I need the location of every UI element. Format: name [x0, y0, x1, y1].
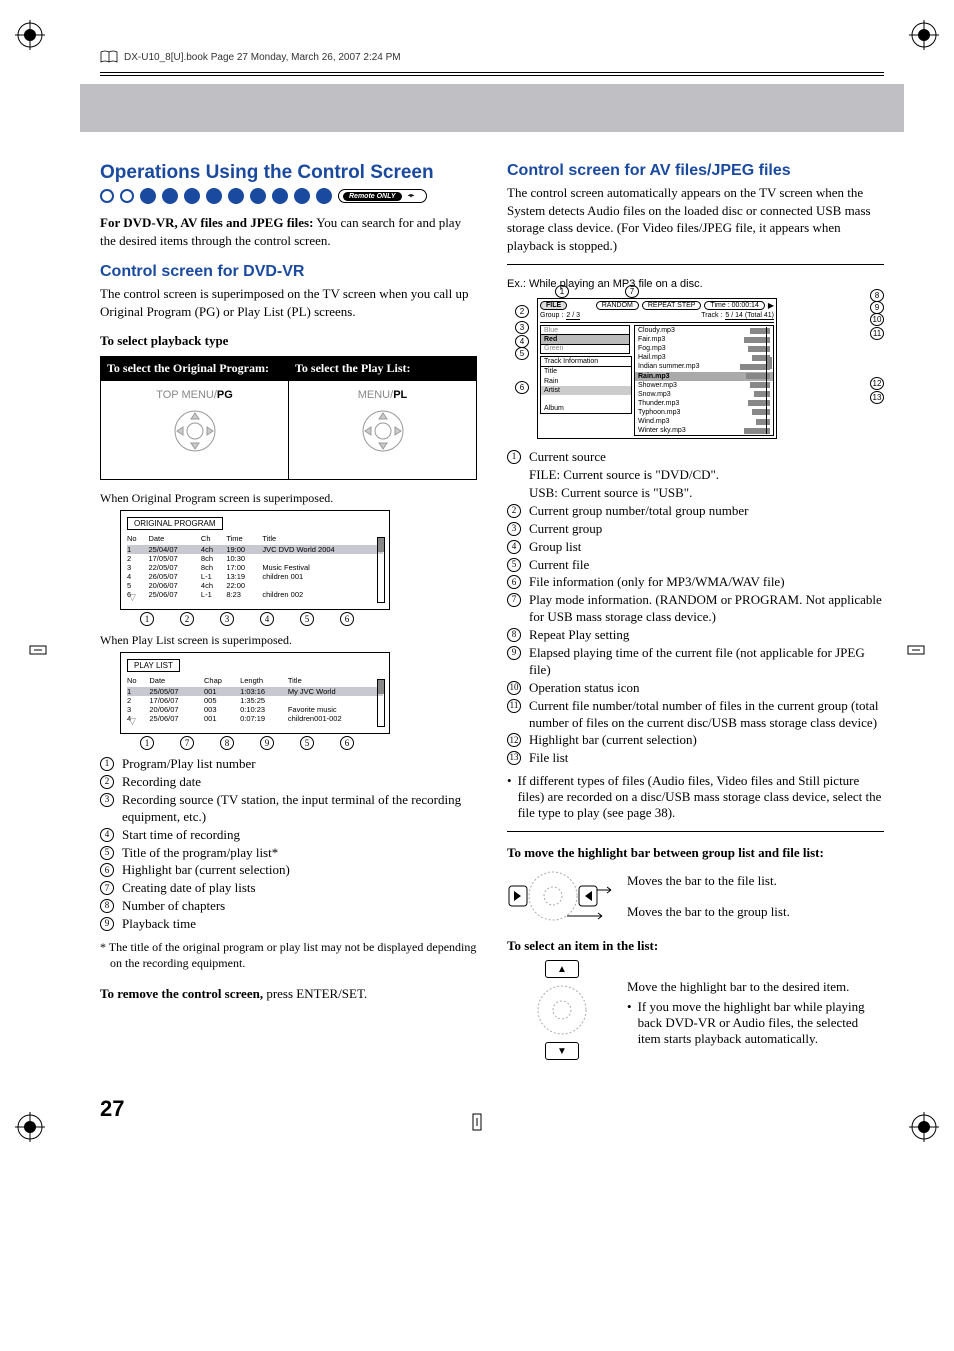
footnote: * The title of the original program or p…	[100, 939, 477, 971]
up-button-icon: ▲	[545, 960, 579, 978]
table-cell: TOP MENU/PG	[101, 380, 289, 479]
select-playback-table: To select the Original Program: To selec…	[100, 356, 477, 480]
group-list: BlueRedGreen	[540, 325, 630, 354]
banner	[80, 84, 904, 132]
left-column: Operations Using the Control Screen Remo…	[100, 162, 477, 1066]
page-number: 27	[100, 1096, 884, 1122]
legend-list: 1Program/Play list number2Recording date…	[100, 756, 477, 933]
header-text: DX-U10_8[U].book Page 27 Monday, March 2…	[124, 52, 401, 63]
move-file-text: Moves the bar to the file list.	[627, 872, 884, 890]
legend-list: 1Current sourceFILE: Current source is "…	[507, 449, 884, 767]
right-column: Control screen for AV files/JPEG files T…	[507, 162, 884, 1066]
section-title: Operations Using the Control Screen	[100, 162, 477, 184]
table-header: To select the Original Program:	[101, 356, 289, 380]
caption: When Play List screen is superimposed.	[100, 632, 477, 648]
time-pill: Time : 00:00:14	[704, 301, 764, 310]
down-arrow-icon: ▽	[129, 716, 136, 727]
sub-title: Control screen for DVD-VR	[100, 263, 477, 281]
remove-instruction: To remove the control screen, press ENTE…	[100, 985, 477, 1003]
scrollbar	[377, 537, 385, 603]
playback-heading: To select playback type	[100, 332, 477, 350]
dots-decoration: Remote ONLY	[100, 188, 477, 204]
play-icon: ▶	[768, 301, 774, 310]
osd-title: PLAY LIST	[127, 659, 180, 672]
move-heading: To move the highlight bar between group …	[507, 844, 884, 862]
table-cell: MENU/PL	[289, 380, 477, 479]
bullet-note: • If you move the highlight bar while pl…	[627, 999, 884, 1047]
original-program-screen: ORIGINAL PROGRAM NoDateChTimeTitle125/04…	[120, 510, 390, 610]
select-item-diagram: ▲ ▼ Move the highlight bar to the desire…	[507, 960, 884, 1060]
table-header: To select the Play List:	[289, 356, 477, 380]
dpad-icon	[534, 982, 590, 1038]
move-bar-diagram: Moves the bar to the file list. Moves th…	[507, 868, 884, 925]
scrollbar	[766, 327, 772, 434]
select-heading: To select an item in the list:	[507, 937, 884, 955]
random-pill: RANDOM	[596, 301, 639, 310]
file-list: Cloudy.mp3Fair.mp3Fog.mp3Hail.mp3Indian …	[634, 325, 774, 436]
down-arrow-icon: ▽	[129, 592, 136, 603]
sub-title: Control screen for AV files/JPEG files	[507, 162, 884, 180]
dpad-icon	[171, 407, 219, 455]
caption: When Original Program screen is superimp…	[100, 490, 477, 506]
page-header: DX-U10_8[U].book Page 27 Monday, March 2…	[100, 50, 884, 64]
play-list-screen: PLAY LIST NoDateChapLengthTitle125/05/07…	[120, 652, 390, 734]
osd-title: ORIGINAL PROGRAM	[127, 517, 223, 530]
select-text: Move the highlight bar to the desired it…	[627, 978, 884, 996]
bullet-note: • If different types of files (Audio fil…	[507, 773, 884, 821]
callout-row: 123456	[140, 612, 477, 626]
divider	[100, 72, 884, 76]
callout-row: 178956	[140, 736, 477, 750]
file-pill: FILE	[540, 301, 567, 310]
book-icon	[100, 50, 118, 64]
move-group-text: Moves the bar to the group list.	[627, 903, 884, 921]
repeat-pill: REPEAT STEP	[642, 301, 702, 310]
dpad-icon	[359, 407, 407, 455]
av-screen-diagram: 2 3 4 5 6 1 7 8 9 10 11 12 13	[507, 298, 884, 439]
track-info-box: Track Information TitleRainArtist Album	[540, 356, 632, 414]
av-para: The control screen automatically appears…	[507, 184, 884, 254]
dpad-lr-icon	[507, 868, 617, 924]
down-button-icon: ▼	[545, 1042, 579, 1060]
remote-only-badge: Remote ONLY	[338, 189, 427, 203]
dvdvr-para: The control screen is superimposed on th…	[100, 285, 477, 320]
scrollbar	[377, 679, 385, 727]
intro-text: For DVD-VR, AV files and JPEG files: You…	[100, 214, 477, 249]
